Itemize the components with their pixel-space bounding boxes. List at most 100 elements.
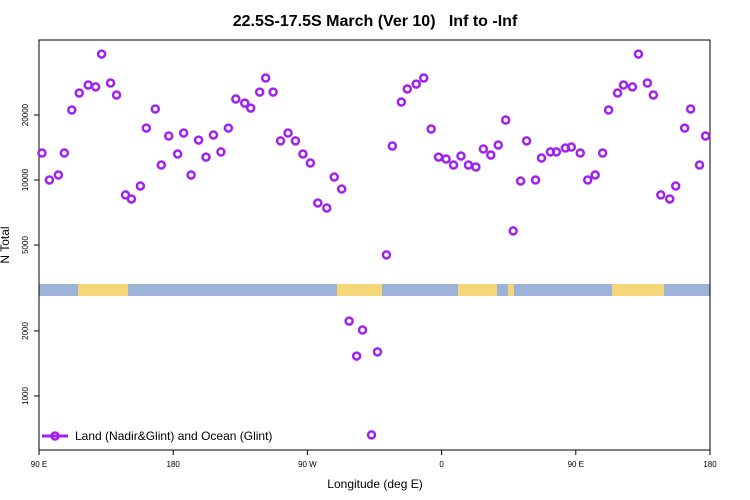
point [664,194,675,204]
point [633,49,644,59]
x-axis-label: Longitude (deg E) [327,477,422,491]
point [590,170,600,180]
point [298,149,308,159]
point [111,90,122,100]
point [275,136,286,146]
point [411,79,422,89]
point [530,175,541,185]
x-tick-label: 180 [703,460,717,469]
point [648,90,659,100]
point [231,94,241,104]
point [178,128,189,138]
point [135,181,146,191]
point [163,131,174,141]
land-band [78,284,128,296]
point [418,73,429,83]
point [357,325,368,335]
x-tick-label: 0 [439,460,444,469]
point [575,148,586,158]
point [463,160,474,170]
point [670,181,681,191]
land-band [612,284,664,296]
point [53,170,64,180]
point [351,351,362,361]
point [679,123,690,133]
point [381,250,392,260]
point [37,148,47,158]
legend-label: Land (Nadir&Glint) and Ocean (Glint) [75,429,272,443]
point [283,128,293,138]
y-tick-label: 10000 [21,168,30,191]
legend-marker [50,431,60,441]
y-tick-label: 1000 [21,387,30,405]
point [396,97,407,107]
point [336,184,347,194]
point [500,115,511,125]
point [313,198,323,208]
point [433,152,444,162]
point [193,135,204,145]
point [344,316,354,326]
point [290,136,301,146]
point [83,80,93,90]
point [603,105,614,115]
point [322,203,332,213]
point [67,105,77,115]
point [685,104,696,114]
y-tick-label: 5000 [21,236,30,254]
y-axis-label: N Total [0,226,12,263]
point [201,152,211,162]
point [694,160,705,170]
point [59,148,70,158]
point [508,226,518,236]
point [254,87,265,97]
point [240,98,250,108]
point [186,170,196,180]
point [426,124,436,134]
point [456,151,466,161]
chart-title: 22.5S-17.5S March (Ver 10) Inf to -Inf [233,13,518,30]
map-band [39,284,710,296]
point [402,84,413,94]
land-band [337,284,382,296]
land-band [458,284,497,296]
point [515,176,526,186]
point [566,142,577,152]
land-band [508,284,514,296]
point [627,82,638,92]
point [493,140,504,150]
point [448,160,459,170]
point [441,154,451,164]
x-tick-label: 90 E [568,460,584,469]
y-tick-label: 20000 [21,103,30,126]
point [471,162,481,172]
point [150,104,161,114]
point [387,141,398,151]
point [260,73,271,83]
point [216,147,226,157]
point [156,160,167,170]
point [245,103,256,113]
point [141,123,152,133]
point [656,190,666,200]
point [618,80,629,90]
point [44,175,55,185]
point [90,82,101,92]
point [105,78,116,88]
point [700,131,711,141]
point [582,175,593,185]
point [74,88,85,98]
legend: Land (Nadir&Glint) and Ocean (Glint) [42,429,272,443]
point [597,148,608,158]
x-tick-label: 180 [167,460,181,469]
point [536,153,547,163]
point [366,430,377,440]
point [551,147,562,157]
x-tick-label: 90 W [298,460,317,469]
point [172,149,183,159]
point [268,87,278,97]
point [223,123,234,133]
point [372,347,383,357]
